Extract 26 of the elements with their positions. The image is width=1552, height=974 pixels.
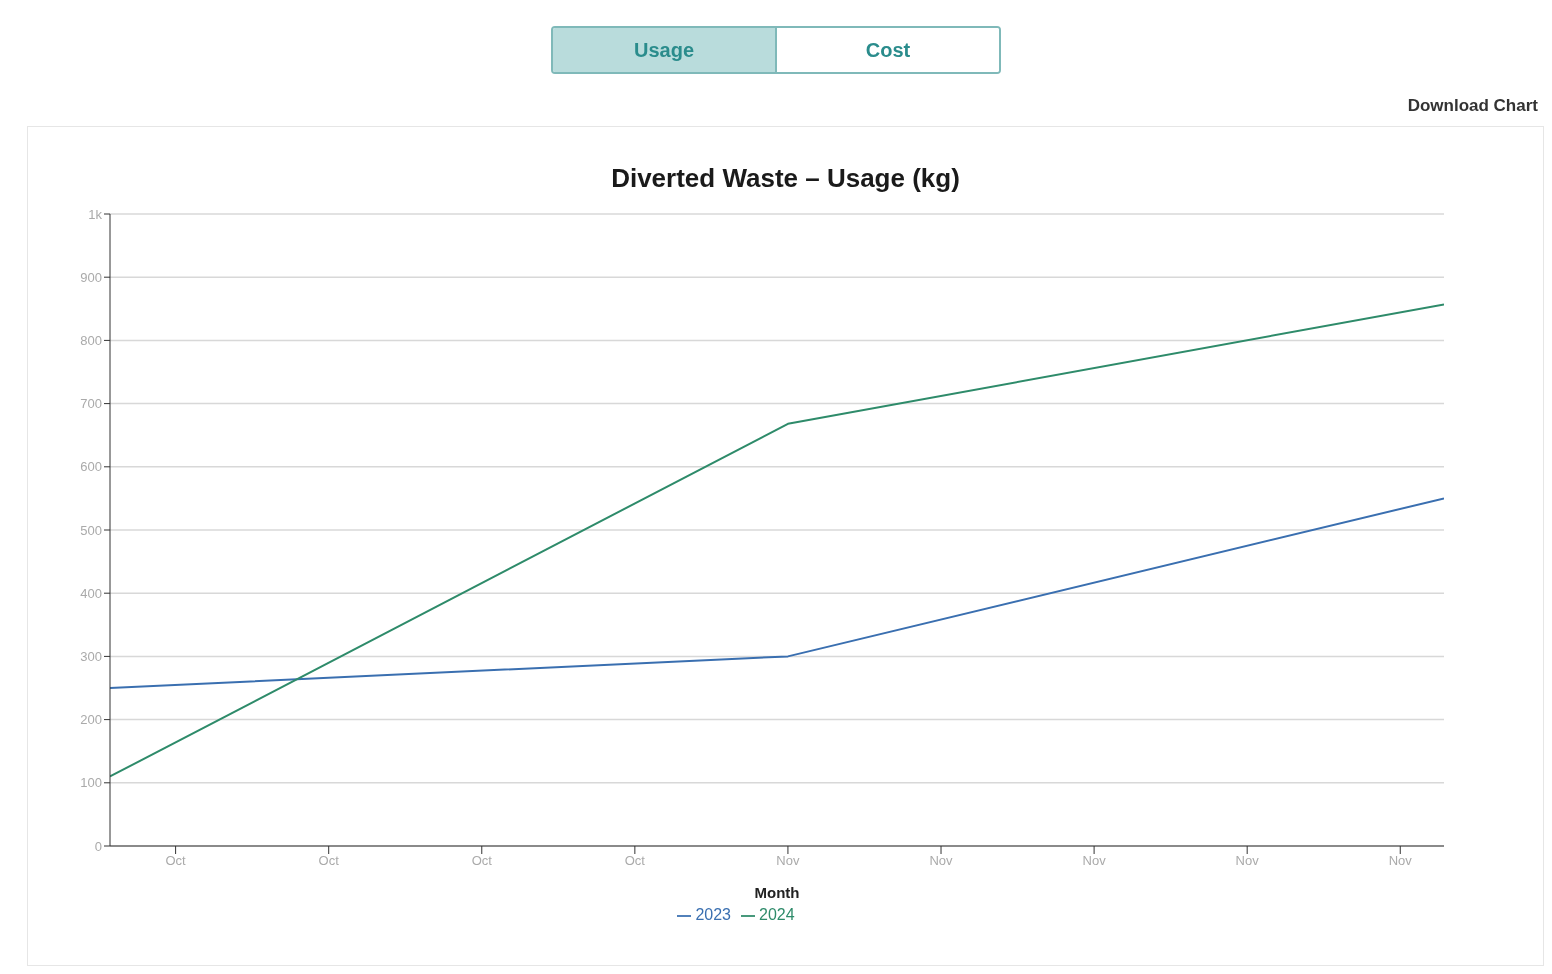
legend-label: 2024 bbox=[759, 906, 795, 923]
y-tick-label: 300 bbox=[80, 649, 102, 665]
y-tick-label: 200 bbox=[80, 712, 102, 728]
x-tick-label: Oct bbox=[624, 853, 646, 869]
y-tick-label: 500 bbox=[80, 522, 102, 538]
y-tick-label: 100 bbox=[80, 775, 102, 791]
x-tick-label: Oct bbox=[318, 853, 340, 869]
y-tick-label: 0 bbox=[94, 838, 102, 854]
y-tick-label: 400 bbox=[80, 585, 102, 601]
y-tick-label: 800 bbox=[80, 333, 102, 349]
y-tick-label: 900 bbox=[80, 269, 102, 285]
x-tick-label: Nov bbox=[929, 853, 954, 869]
x-axis-title: Month bbox=[754, 884, 800, 901]
x-tick-label: Oct bbox=[471, 853, 493, 869]
y-tick-label: 1k bbox=[88, 206, 103, 222]
x-tick-label: Oct bbox=[165, 853, 187, 869]
y-tick-label: 600 bbox=[80, 459, 102, 475]
y-tick-label: 700 bbox=[80, 396, 102, 412]
x-tick-label: Nov bbox=[1388, 853, 1413, 869]
x-tick-label: Nov bbox=[1235, 853, 1260, 869]
chart-title: Diverted Waste – Usage (kg) bbox=[610, 163, 961, 194]
legend-label: 2023 bbox=[695, 906, 731, 923]
text: Download Chart bbox=[1407, 96, 1538, 115]
x-tick-label: Nov bbox=[1082, 853, 1107, 869]
view-toggle: Usage Cost bbox=[551, 26, 1001, 74]
x-tick-label: Nov bbox=[776, 853, 800, 869]
